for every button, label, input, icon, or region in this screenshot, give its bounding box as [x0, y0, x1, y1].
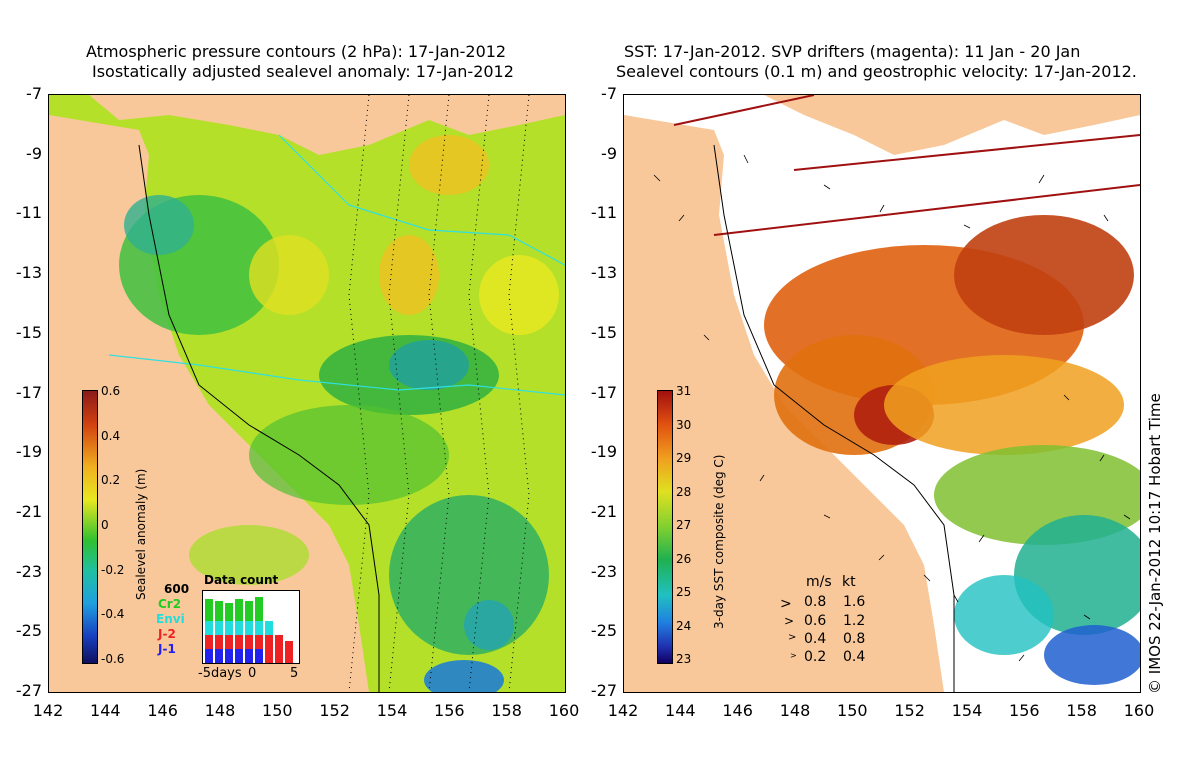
right-lat-label: -9: [601, 143, 617, 163]
velocity-legend-arrow-2: >: [784, 614, 795, 628]
right-lat-label: -21: [590, 501, 617, 521]
sst-tick-label: 31: [676, 384, 692, 398]
left-title-line2: Isostatically adjusted sealevel anomaly:…: [92, 62, 514, 81]
sla-tick-label: 0.4: [101, 428, 121, 443]
left-lat-label: -9: [26, 143, 42, 163]
left-lon-label: 148: [204, 701, 236, 720]
sst-colorbar-label: 3-day SST composite (deg C): [712, 454, 726, 629]
sla-colorbar: [82, 390, 98, 664]
right-lat-label: -25: [590, 621, 617, 641]
right-title-line2: Sealevel contours (0.1 m) and geostrophi…: [616, 62, 1137, 81]
right-lon-label: 150: [837, 701, 868, 720]
australia-land-right: [624, 115, 944, 692]
left-lon-label: 156: [434, 701, 465, 720]
velocity-legend-row-3-ms: 0.4: [804, 631, 827, 647]
left-lat-label: -21: [15, 501, 42, 521]
velocity-legend-row-1-kt: 1.6: [843, 594, 866, 610]
data-count-chart: [202, 590, 300, 664]
right-lat-label: -23: [590, 561, 617, 581]
left-title-line1: Atmospheric pressure contours (2 hPa): 1…: [86, 42, 507, 61]
left-lon-label: 150: [262, 701, 293, 720]
left-lat-label: -19: [15, 442, 42, 462]
velocity-legend-arrow-3: >: [788, 632, 797, 643]
right-lat-label: -27: [590, 681, 617, 700]
left-lon-label: 158: [491, 701, 522, 720]
velocity-legend-arrow-1: >: [780, 596, 792, 612]
sat-label-cr2: Cr2: [158, 597, 182, 611]
sst-tick-label: 30: [676, 417, 692, 432]
velocity-legend-row-4-ms: 0.2: [804, 649, 827, 665]
velocity-legend-row-2-ms: 0.6: [804, 613, 827, 629]
left-lon-label: 152: [319, 701, 350, 720]
right-lat-label: -15: [590, 322, 617, 342]
velocity-legend-row-2-kt: 1.2: [843, 613, 866, 629]
data-count-max-label: 600: [164, 582, 190, 596]
velocity-legend-header-ms: m/s: [806, 574, 832, 590]
right-lon-label: 156: [1009, 701, 1040, 720]
right-lon-label: 152: [894, 701, 925, 720]
png-land-right: [764, 95, 1140, 155]
right-lon-label: 146: [722, 701, 753, 720]
data-count-x-label-end: 5: [290, 666, 299, 681]
left-lat-label: -17: [15, 382, 42, 402]
sst-colorbar: [657, 390, 673, 664]
left-lat-label: -25: [15, 621, 42, 641]
left-lat-label: -23: [15, 561, 42, 581]
sst-tick-label: 25: [676, 585, 692, 599]
data-count-title: Data count: [204, 573, 279, 587]
left-lat-label: -27: [15, 681, 42, 700]
right-title-line1: SST: 17-Jan-2012. SVP drifters (magenta)…: [624, 42, 1081, 61]
left-lon-label: 154: [376, 701, 408, 720]
right-lon-label: 160: [1123, 701, 1155, 720]
left-lat-label: -7: [26, 84, 42, 103]
velocity-legend-arrow-4: >: [790, 651, 797, 660]
velocity-legend-row-1-ms: 0.8: [804, 594, 827, 610]
right-lat-label: -7: [601, 84, 617, 103]
sla-colorbar-label: Sealevel anomaly (m): [134, 468, 148, 600]
right-lat-label: -19: [590, 442, 617, 462]
left-lon-label: 146: [147, 701, 178, 720]
sat-label-envi: Envi: [156, 612, 185, 626]
data-count-x-label-zero: 0: [248, 666, 257, 681]
velocity-legend-row-3-kt: 0.8: [843, 631, 866, 647]
right-lat-label: -17: [590, 382, 617, 402]
left-lat-label: -11: [15, 203, 42, 223]
png-land: [89, 95, 565, 155]
right-lon-label: 158: [1066, 701, 1097, 720]
sealevel-anomaly-map: [48, 94, 566, 693]
left-lat-label: -15: [15, 322, 42, 342]
right-lon-label: 144: [665, 701, 696, 720]
left-lon-label: 142: [32, 701, 64, 720]
sst-tick-label: 28: [676, 484, 692, 499]
sat-label-j2: J-2: [158, 627, 176, 641]
sat-label-j1: J-1: [158, 642, 176, 656]
right-lat-label: -13: [590, 263, 617, 283]
sla-tick-label: -0.6: [101, 652, 125, 666]
sst-map: [623, 94, 1141, 693]
left-lon-label: 160: [548, 701, 580, 720]
velocity-legend-header-kt: kt: [842, 574, 856, 590]
left-lat-label: -13: [15, 263, 42, 283]
sla-tick-label: 0: [101, 518, 109, 532]
right-lat-label: -11: [590, 203, 617, 223]
right-lon-label: 148: [779, 701, 811, 720]
sst-tick-label: 26: [676, 551, 692, 566]
sla-tick-label: -0.4: [101, 607, 125, 622]
sla-tick-label: -0.2: [101, 562, 125, 577]
sst-tick-label: 24: [676, 618, 692, 633]
right-lon-label: 154: [951, 701, 983, 720]
sst-tick-label: 23: [676, 652, 692, 666]
data-count-x-label-start: -5days: [198, 666, 242, 681]
sst-tick-label: 29: [676, 451, 692, 465]
sla-tick-label: 0.6: [101, 384, 121, 398]
velocity-legend-row-4-kt: 0.4: [843, 649, 866, 665]
sla-tick-label: 0.2: [101, 473, 121, 488]
right-lon-label: 142: [607, 701, 639, 720]
sst-tick-label: 27: [676, 518, 692, 532]
left-lon-label: 144: [90, 701, 121, 720]
copyright-label: © IMOS 22-Jan-2012 10:17 Hobart Time: [1146, 393, 1164, 694]
